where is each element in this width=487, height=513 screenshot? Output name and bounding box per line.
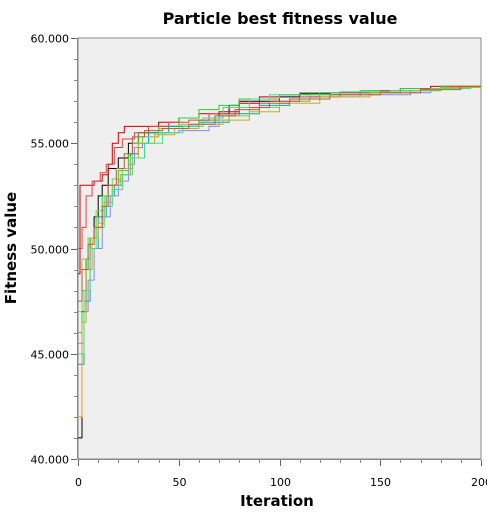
chart-title: Particle best fitness value — [163, 9, 398, 28]
y-tick-label: 60.000 — [31, 33, 70, 46]
y-tick-label: 45.000 — [31, 349, 70, 362]
x-tick-label: 0 — [75, 476, 82, 489]
series-lines — [78, 85, 482, 439]
y-tick-label: 40.000 — [31, 454, 70, 467]
x-tick-label: 200 — [471, 476, 487, 489]
x-axis-label: Iteration — [240, 492, 314, 510]
y-tick-label: 50.000 — [31, 244, 70, 257]
y-axis-ticks: 40.000 45.000 50.000 55.000 60.000 — [31, 33, 77, 467]
x-axis-ticks: 0 50 100 150 200 — [75, 460, 487, 489]
x-tick-label: 150 — [370, 476, 391, 489]
x-tick-label: 50 — [173, 476, 187, 489]
series-line — [78, 85, 482, 302]
y-tick-label: 55.000 — [31, 138, 70, 151]
x-tick-label: 100 — [270, 476, 291, 489]
y-axis-label: Fitness value — [2, 192, 20, 304]
